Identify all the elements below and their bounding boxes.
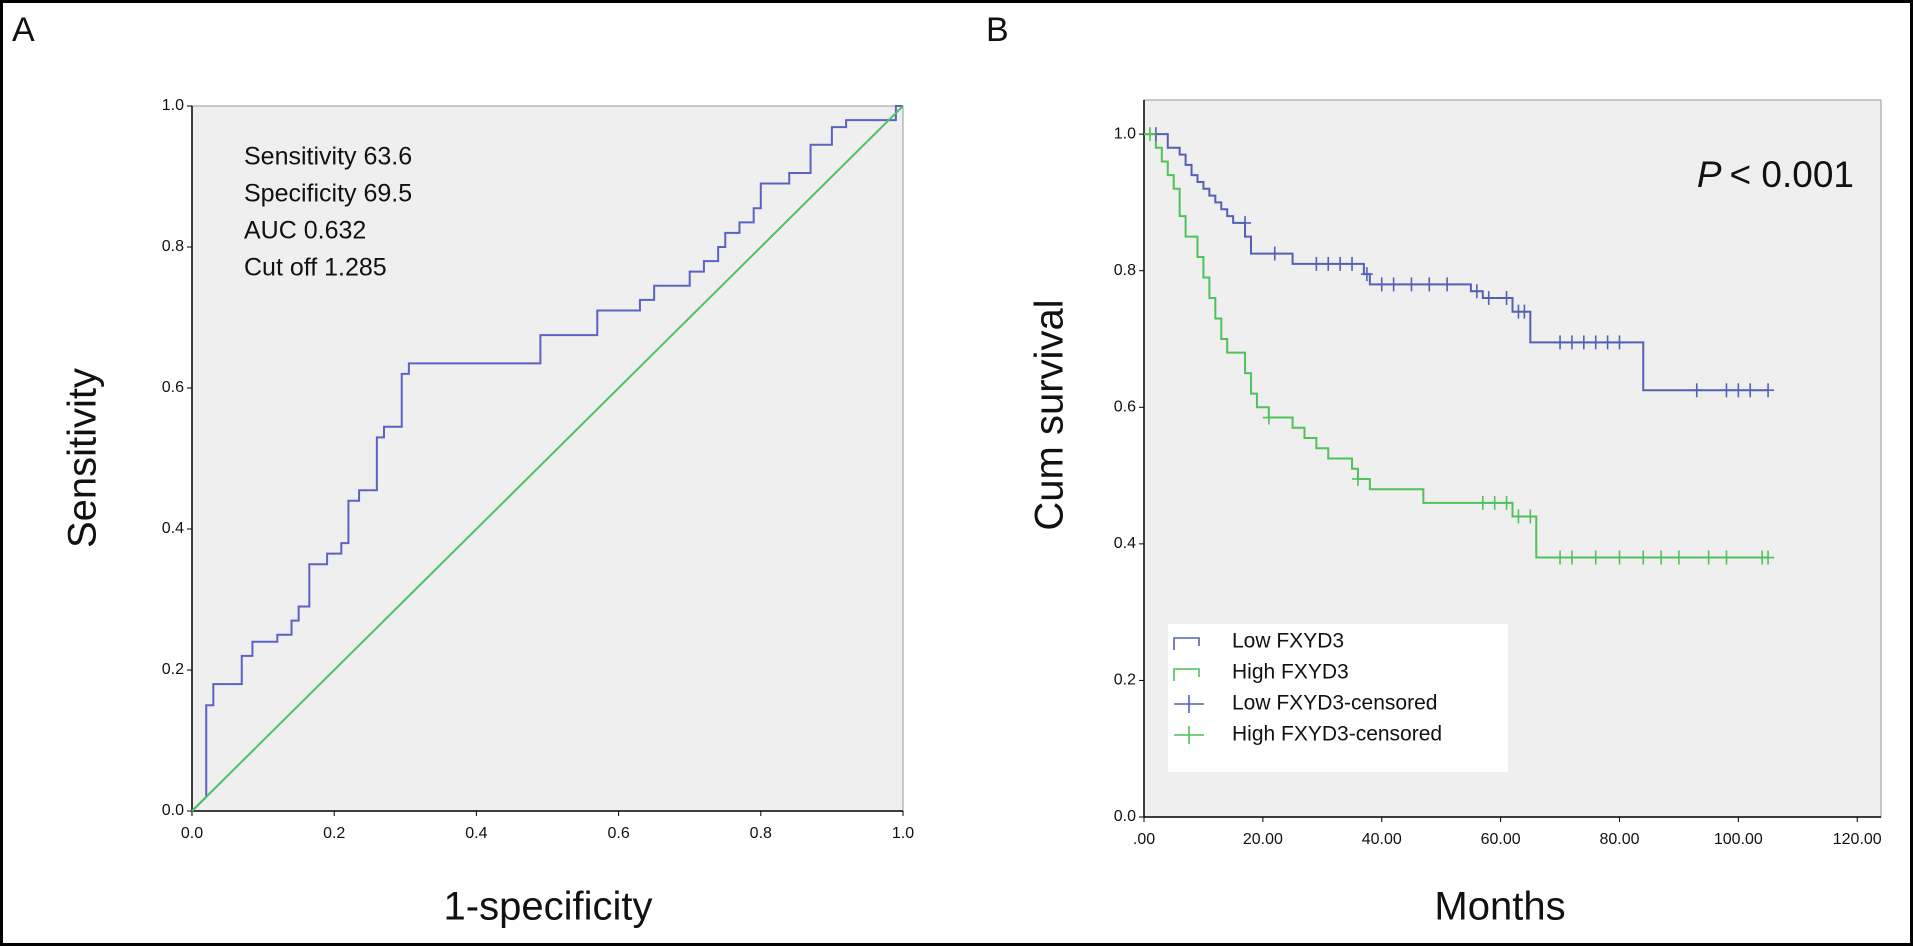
legend-label: Low FXYD3-censored [1232, 692, 1437, 715]
censor-mark [1613, 550, 1626, 565]
y-tick-label: 1.0 [162, 97, 184, 114]
censor-mark [1565, 550, 1578, 565]
x-axis-title: 1-specificity [444, 885, 653, 929]
y-tick-label: 0.0 [1114, 808, 1136, 825]
x-tick-label: 20.00 [1243, 831, 1283, 848]
censor-mark [1762, 383, 1775, 398]
y-tick-label: 0.2 [162, 661, 184, 678]
y-tick-label: 0.6 [1114, 399, 1136, 416]
censor-mark [1690, 383, 1703, 398]
censor-mark [1565, 335, 1578, 350]
censor-mark [1637, 550, 1650, 565]
x-tick-label: 80.00 [1599, 831, 1639, 848]
y-tick-label: 0.2 [1114, 672, 1136, 689]
censor-mark [1346, 256, 1359, 271]
censor-mark [1589, 335, 1602, 350]
y-tick-label: 1.0 [1114, 125, 1136, 142]
censor-mark [1143, 127, 1156, 142]
x-tick-label: 40.00 [1362, 831, 1402, 848]
y-tick-label: 0.4 [1114, 535, 1136, 552]
censor-mark [1500, 495, 1513, 510]
censor-mark [1488, 495, 1501, 510]
censor-mark [1441, 277, 1454, 292]
censor-mark [1268, 246, 1281, 261]
censor-mark [1732, 383, 1745, 398]
reference-line [191, 105, 904, 812]
y-tick-label: 0.4 [162, 520, 184, 537]
annotation: Sensitivity 63.6 [244, 143, 412, 171]
x-tick-label: 0.0 [181, 825, 203, 842]
censor-mark [1387, 277, 1400, 292]
censor-mark [1554, 550, 1567, 565]
censor-mark [1672, 550, 1685, 565]
annotation: Specificity 69.5 [244, 180, 412, 208]
censor-mark [1334, 256, 1347, 271]
x-tick-label: 0.2 [323, 825, 345, 842]
legend-label: High FXYD3-censored [1232, 723, 1442, 746]
censor-mark [1512, 509, 1525, 524]
y-tick-label: 0.8 [162, 238, 184, 255]
censor-mark [1351, 471, 1364, 486]
x-tick-label: 0.4 [465, 825, 487, 842]
censor-mark [1239, 215, 1252, 230]
censor-mark [1482, 291, 1495, 306]
censor-mark [1702, 550, 1715, 565]
legend-symbol [1173, 637, 1200, 650]
x-tick-label: 100.00 [1714, 831, 1763, 848]
censor-mark [1720, 550, 1733, 565]
y-tick-label: 0.8 [1114, 262, 1136, 279]
legend-box [1168, 624, 1508, 772]
censor-mark [1577, 335, 1590, 350]
annotation: AUC 0.632 [244, 217, 366, 245]
roc-curve [191, 105, 903, 812]
x-axis-title: Months [1434, 885, 1565, 929]
censor-mark [1655, 550, 1668, 565]
censor-mark [1310, 256, 1323, 271]
p-value: < 0.001 [1730, 154, 1854, 195]
censor-mark [1360, 267, 1373, 282]
legend-label: High FXYD3 [1232, 661, 1349, 684]
censor-mark [1375, 277, 1388, 292]
p-label: P [1697, 154, 1722, 195]
legend-label: Low FXYD3 [1232, 630, 1344, 653]
x-tick-label: 60.00 [1481, 831, 1521, 848]
survival-curve [1144, 133, 1769, 392]
censor-mark [1613, 335, 1626, 350]
annotation: Cut off 1.285 [244, 254, 387, 282]
y-axis-title: Cum survival [1028, 299, 1072, 530]
legend-symbol [1173, 668, 1200, 681]
legend-symbol [1174, 726, 1204, 744]
legend-symbol [1174, 695, 1204, 713]
censor-mark [1423, 277, 1436, 292]
censor-mark [1322, 256, 1335, 271]
censor-mark [1744, 383, 1757, 398]
censor-mark [1589, 550, 1602, 565]
x-tick-label: 120.00 [1833, 831, 1882, 848]
censor-mark [1762, 550, 1775, 565]
censor-mark [1262, 410, 1275, 425]
x-tick-label: 1.0 [892, 825, 914, 842]
x-tick-label: .00 [1133, 831, 1155, 848]
panel-label: B [986, 11, 1009, 49]
censor-mark [1554, 335, 1567, 350]
x-tick-label: 0.8 [750, 825, 772, 842]
panel-label: A [12, 11, 35, 49]
y-tick-label: 0.0 [162, 802, 184, 819]
y-tick-label: 0.6 [162, 379, 184, 396]
y-axis-title: Sensitivity [61, 368, 105, 548]
censor-mark [1500, 291, 1513, 306]
censor-mark [1524, 509, 1537, 524]
censor-mark [1518, 304, 1531, 319]
censor-mark [1405, 277, 1418, 292]
x-tick-label: 0.6 [607, 825, 629, 842]
censor-mark [1470, 284, 1483, 299]
censor-mark [1601, 335, 1614, 350]
censor-mark [1476, 495, 1489, 510]
censor-mark [1720, 383, 1733, 398]
